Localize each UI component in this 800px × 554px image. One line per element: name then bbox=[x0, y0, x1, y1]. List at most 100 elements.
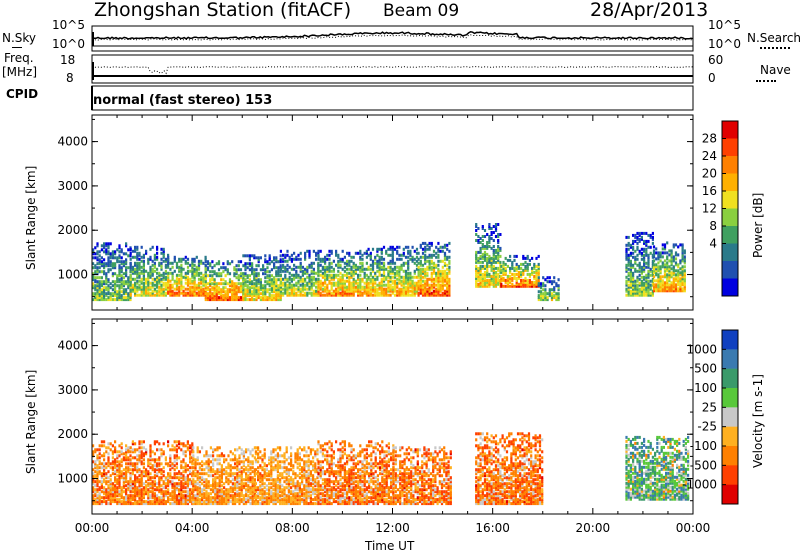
power-cell bbox=[502, 262, 505, 266]
power-cell bbox=[282, 259, 285, 263]
power-cell bbox=[652, 245, 656, 249]
velocity-cell bbox=[189, 458, 192, 462]
velocity-cell bbox=[96, 488, 99, 492]
power-cell bbox=[407, 249, 410, 253]
power-cell bbox=[404, 271, 408, 275]
power-cell bbox=[189, 289, 192, 293]
velocity-cell bbox=[173, 488, 176, 492]
power-cell bbox=[528, 272, 531, 276]
power-cell bbox=[483, 229, 487, 232]
power-cell bbox=[668, 253, 671, 257]
power-cell bbox=[629, 283, 632, 287]
power-cell bbox=[428, 285, 431, 289]
power-cell bbox=[226, 260, 229, 264]
power-cell bbox=[295, 265, 298, 269]
power-cell bbox=[479, 268, 482, 272]
power-cell bbox=[103, 250, 106, 254]
power-cell bbox=[645, 249, 648, 253]
power-cell bbox=[672, 279, 675, 283]
power-cell bbox=[402, 289, 405, 293]
power-colorbar-segment bbox=[722, 156, 738, 174]
power-cell bbox=[645, 279, 648, 283]
velocity-cell bbox=[192, 488, 195, 492]
power-cell bbox=[636, 289, 639, 293]
power-cell bbox=[273, 282, 276, 286]
velocity-cell bbox=[118, 502, 121, 506]
power-cell bbox=[629, 259, 632, 263]
power-cell bbox=[239, 268, 243, 272]
velocity-cell bbox=[240, 474, 243, 478]
power-cell bbox=[645, 273, 648, 277]
velocity-cell bbox=[160, 502, 163, 506]
power-cell bbox=[94, 280, 97, 284]
power-cell bbox=[321, 293, 324, 297]
power-cell bbox=[259, 288, 262, 292]
power-cell bbox=[492, 258, 495, 262]
power-cell bbox=[643, 259, 646, 263]
power-cell bbox=[407, 267, 410, 271]
power-cell bbox=[145, 285, 148, 289]
power-cell bbox=[448, 279, 451, 283]
power-cell bbox=[481, 264, 484, 268]
velocity-cell bbox=[125, 458, 128, 462]
power-cell bbox=[184, 275, 187, 279]
velocity-cell bbox=[164, 486, 167, 490]
velocity-cell bbox=[214, 482, 217, 486]
power-cell bbox=[430, 275, 433, 279]
power-cell bbox=[122, 298, 125, 302]
power-cell bbox=[483, 272, 487, 276]
power-cell bbox=[413, 291, 416, 295]
power-cell bbox=[202, 279, 205, 283]
power-cell bbox=[557, 292, 560, 296]
velocity-cell bbox=[98, 444, 101, 448]
power-cell bbox=[273, 256, 276, 260]
power-cell bbox=[625, 281, 628, 285]
power-cell bbox=[195, 273, 198, 277]
power-cell bbox=[679, 281, 682, 285]
velocity-cell bbox=[94, 474, 97, 478]
power-cell bbox=[343, 289, 346, 293]
velocity-cell bbox=[186, 440, 189, 444]
power-cell bbox=[659, 285, 662, 289]
power-cell bbox=[171, 265, 174, 269]
power-cell bbox=[481, 274, 484, 278]
velocity-cell bbox=[129, 454, 132, 458]
power-cell bbox=[661, 289, 664, 293]
power-cell bbox=[409, 281, 412, 285]
velocity-cell bbox=[164, 494, 167, 498]
power-cell bbox=[535, 274, 538, 278]
freq-tick-bottom: 8 bbox=[66, 71, 74, 85]
power-cell bbox=[164, 281, 167, 285]
velocity-cell bbox=[138, 446, 141, 450]
velocity-cell bbox=[114, 492, 117, 496]
power-cell bbox=[400, 283, 403, 287]
power-cell bbox=[339, 285, 342, 289]
power-cell bbox=[202, 293, 205, 297]
power-cell bbox=[661, 265, 664, 269]
power-cell bbox=[191, 281, 194, 285]
power-cell bbox=[275, 278, 278, 282]
power-cell bbox=[402, 261, 405, 265]
power-cell bbox=[100, 282, 103, 286]
power-cell bbox=[109, 262, 112, 266]
velocity-cell bbox=[107, 476, 110, 480]
power-cell bbox=[138, 283, 141, 287]
power-cell bbox=[266, 260, 269, 264]
power-cell bbox=[385, 249, 388, 253]
power-cell bbox=[679, 289, 682, 293]
power-cell bbox=[116, 256, 119, 260]
power-cell bbox=[627, 285, 630, 289]
velocity-cell bbox=[169, 480, 172, 484]
power-cell bbox=[670, 249, 673, 253]
velocity-cell bbox=[145, 486, 148, 490]
power-cell bbox=[275, 286, 278, 290]
velocity-cell bbox=[251, 478, 254, 482]
velocity-cell bbox=[134, 448, 137, 452]
power-cell bbox=[374, 273, 377, 277]
power-cell bbox=[481, 246, 484, 250]
velocity-cell bbox=[209, 474, 212, 478]
velocity-cell bbox=[203, 502, 206, 506]
power-cell bbox=[475, 252, 478, 256]
velocity-cell bbox=[173, 468, 176, 472]
power-cell bbox=[396, 271, 399, 275]
